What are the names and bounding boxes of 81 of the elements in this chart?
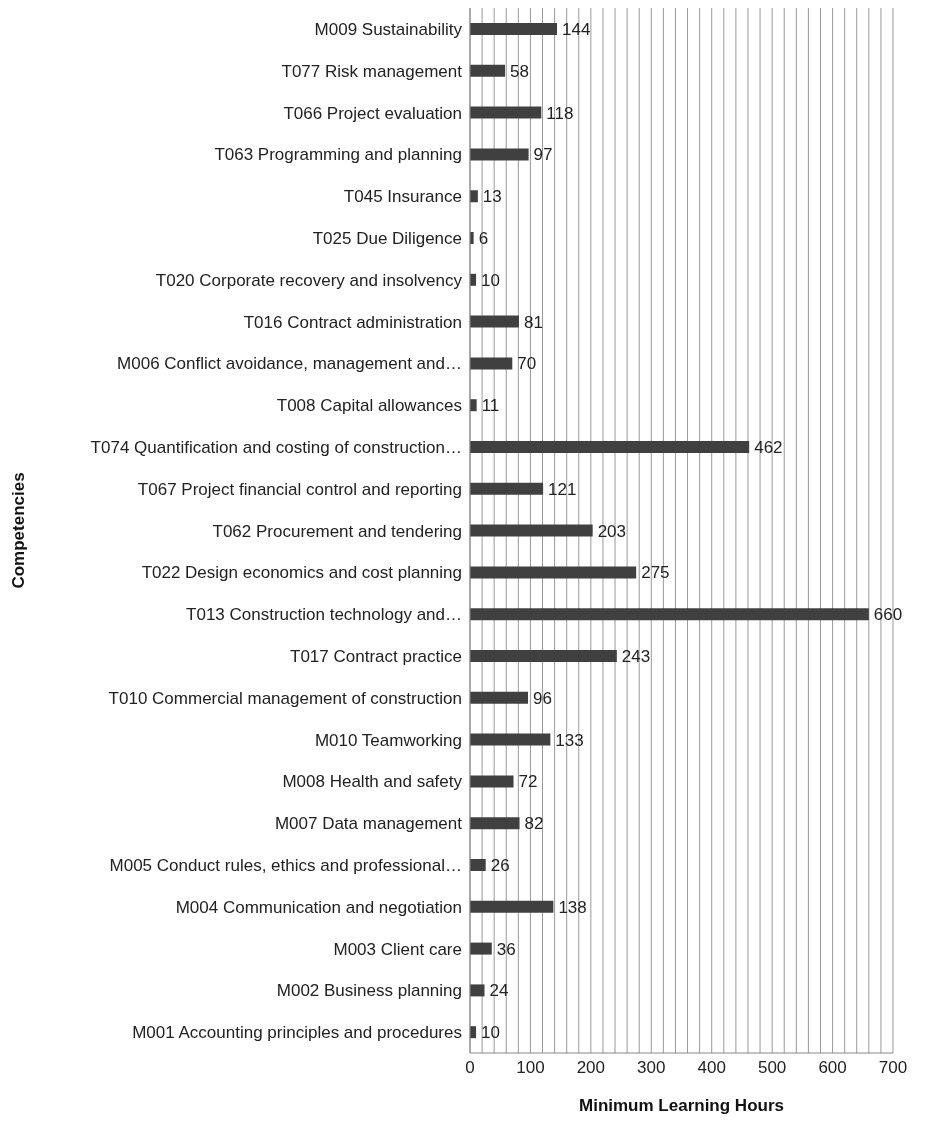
x-axis-title: Minimum Learning Hours <box>579 1096 784 1115</box>
bar <box>470 23 558 35</box>
data-label: 36 <box>496 939 516 959</box>
bar <box>470 441 750 453</box>
data-label: 138 <box>558 897 587 917</box>
bar <box>470 148 529 161</box>
data-label: 26 <box>490 856 510 876</box>
y-tick-label: M008 Health and safety <box>282 772 463 792</box>
bar <box>470 524 593 537</box>
data-label: 118 <box>546 103 574 123</box>
y-tick-label: T074 Quantification and costing of construction… <box>90 437 462 457</box>
y-tick-label: T045 Insurance <box>343 187 462 207</box>
data-label: 13 <box>482 187 502 207</box>
y-tick-label: T062 Procurement and tendering <box>212 521 462 541</box>
bar <box>470 106 542 119</box>
y-tick-label: T017 Contract practice <box>290 646 462 666</box>
x-tick-label: 600 <box>818 1058 847 1078</box>
bar <box>470 315 519 328</box>
y-tick-label: M010 Teamworking <box>314 730 462 750</box>
x-tick-label: 400 <box>697 1058 726 1078</box>
bar <box>470 357 513 370</box>
y-tick-label: M004 Communication and negotiation <box>175 897 462 917</box>
x-tick-label: 0 <box>465 1058 475 1078</box>
bar <box>470 650 617 662</box>
y-tick-label: M009 Sustainability <box>314 19 463 39</box>
data-label: 6 <box>478 229 489 249</box>
data-label: 660 <box>873 605 903 625</box>
y-tick-label: T067 Project financial control and reporting <box>137 479 462 499</box>
y-tick-label: M006 Conflict avoidance, management and… <box>117 354 462 374</box>
data-label: 203 <box>597 521 627 541</box>
x-tick-label: 500 <box>757 1058 787 1078</box>
y-tick-label: M007 Data management <box>274 814 463 834</box>
data-label: 24 <box>489 981 509 1001</box>
y-tick-label: M003 Client care <box>333 939 462 959</box>
y-tick-label: T016 Contract administration <box>243 312 462 332</box>
bar <box>470 775 514 788</box>
data-label: 11 <box>481 396 500 416</box>
data-label: 243 <box>621 647 651 667</box>
bar <box>470 482 544 495</box>
x-tick-label: 300 <box>637 1058 666 1078</box>
bar <box>470 566 637 579</box>
data-label: 462 <box>754 438 783 458</box>
data-label: 82 <box>524 814 544 834</box>
x-tick-label: 100 <box>516 1058 545 1078</box>
data-label: 10 <box>481 270 500 290</box>
bar <box>470 900 554 913</box>
y-tick-label: T022 Design economics and cost planning <box>141 563 462 583</box>
data-label: 81 <box>523 312 543 332</box>
data-label: 121 <box>548 479 577 499</box>
y-tick-label: T063 Programming and planning <box>214 145 462 165</box>
bar <box>470 691 529 704</box>
y-tick-label: T008 Capital allowances <box>276 396 462 416</box>
y-tick-label: M001 Accounting principles and procedures <box>132 1023 462 1043</box>
y-tick-label: T077 Risk management <box>281 61 463 81</box>
data-label: 58 <box>510 61 529 81</box>
data-label: 275 <box>641 563 670 583</box>
bar <box>470 399 477 412</box>
y-axis-title: Competencies <box>9 472 29 589</box>
bar <box>470 859 486 871</box>
data-label: 72 <box>518 772 538 792</box>
bar <box>470 817 520 830</box>
data-label: 10 <box>481 1023 500 1043</box>
data-label: 133 <box>555 730 584 750</box>
y-tick-label: T020 Corporate recovery and insolvency <box>155 270 463 290</box>
bar <box>470 942 492 955</box>
bar <box>470 733 551 746</box>
y-tick-label: T025 Due Diligence <box>312 228 462 248</box>
y-tick-label: M002 Business planning <box>276 981 462 1001</box>
data-label: 96 <box>533 688 552 708</box>
y-tick-label: T010 Commercial management of construction <box>108 688 462 708</box>
y-tick-label: T066 Project evaluation <box>283 103 462 123</box>
bar <box>470 64 506 77</box>
y-tick-label: M005 Conduct rules, ethics and professional… <box>109 855 462 875</box>
data-label: 70 <box>517 354 537 374</box>
bar <box>470 984 485 997</box>
data-label: 144 <box>562 20 591 40</box>
x-tick-label: 200 <box>576 1058 606 1078</box>
bar <box>470 608 869 621</box>
y-tick-label: T013 Construction technology and… <box>186 605 462 625</box>
x-tick-label: 700 <box>878 1058 908 1078</box>
data-label: 97 <box>533 145 553 165</box>
